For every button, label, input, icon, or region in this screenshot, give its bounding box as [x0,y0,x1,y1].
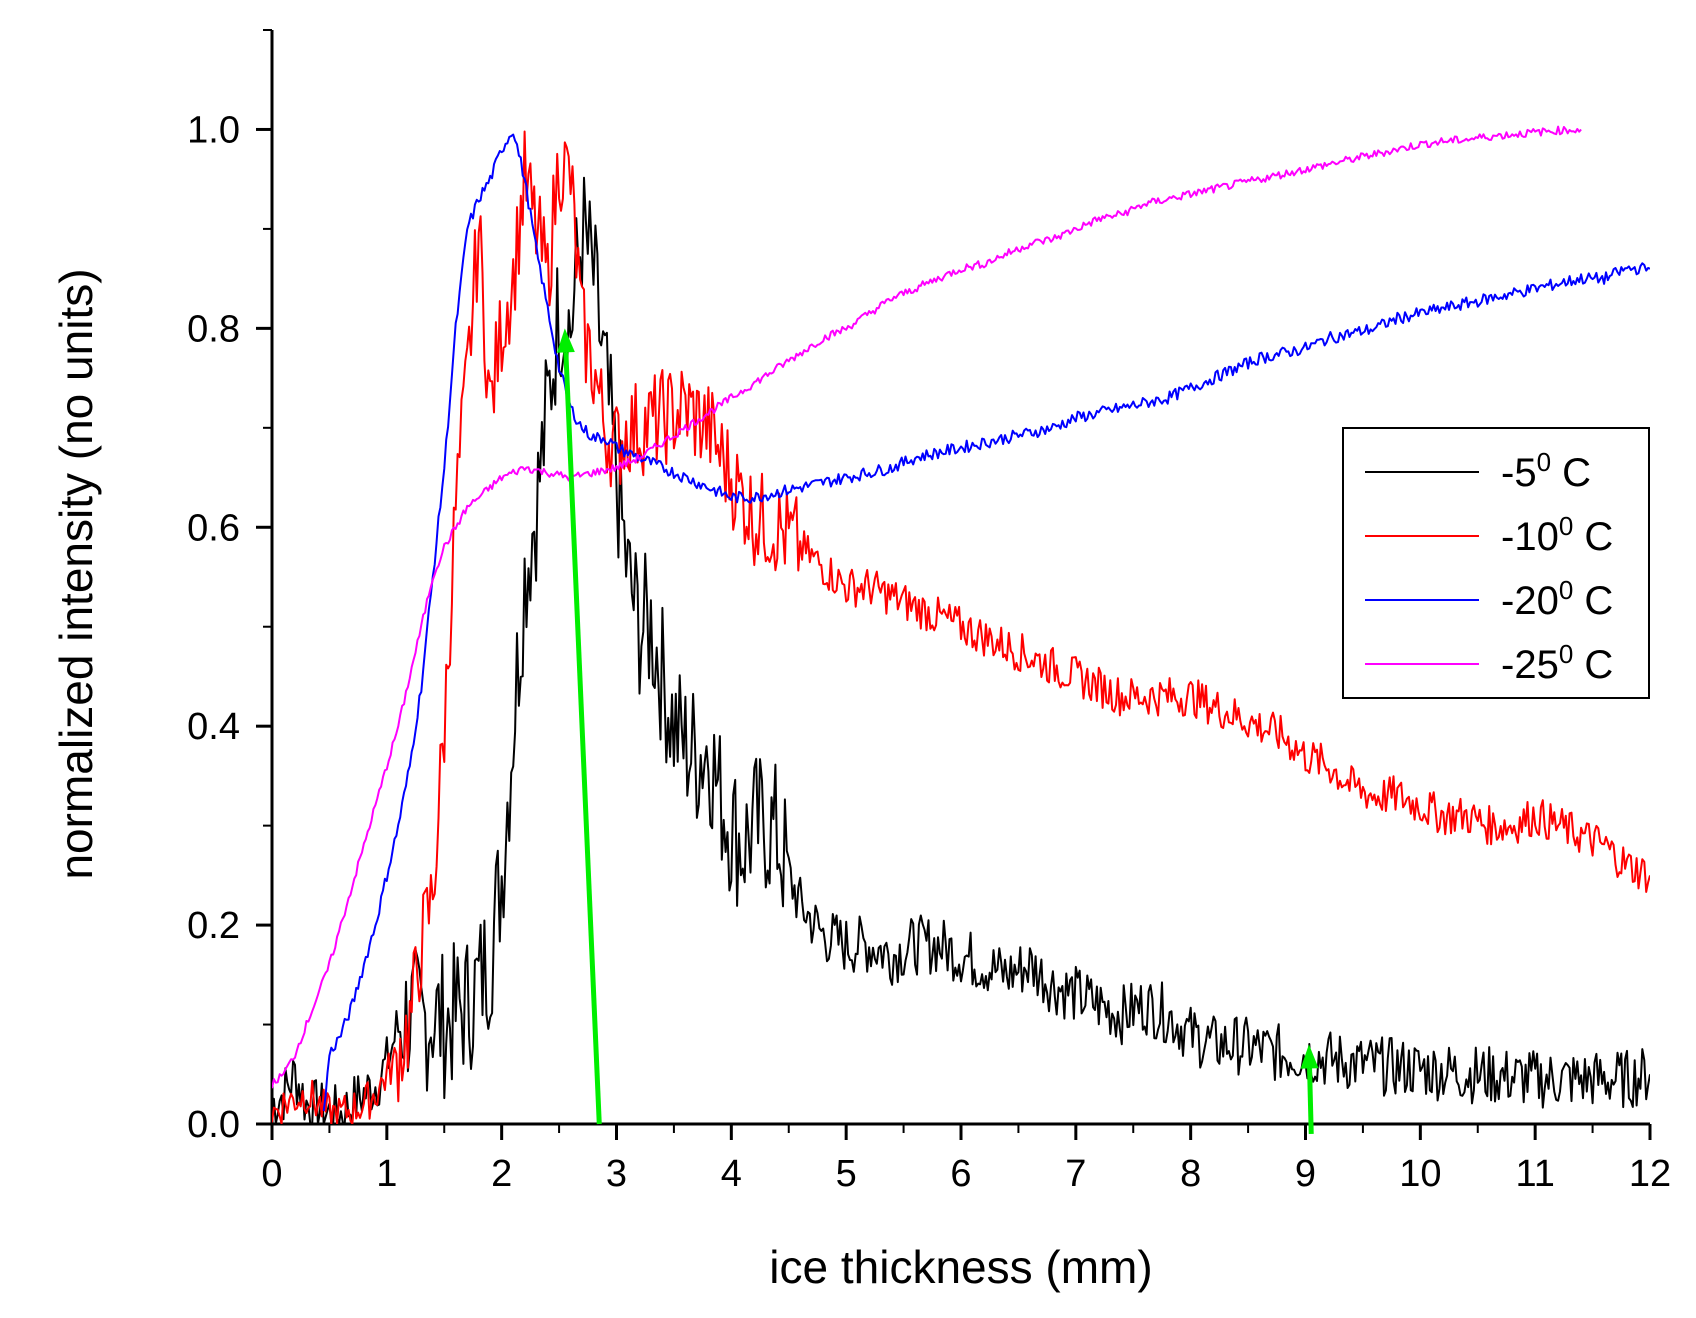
legend-label: -250 C [1501,639,1613,687]
legend-label: -100 C [1501,511,1613,559]
series-line-minus-5 [272,176,1650,1124]
annotation-layer [556,328,1319,1135]
annotation-arrow-head [556,328,575,353]
series-line-minus-10 [272,130,1650,1124]
x-tick-label: 1 [376,1153,397,1195]
y-tick-label: 1.0 [187,109,240,151]
x-tick-label: 6 [950,1153,971,1195]
x-tick-label: 0 [261,1153,282,1195]
legend-item: -200 C [1365,575,1613,623]
x-axis-label: ice thickness (mm) [769,1241,1152,1293]
y-tick-label: 0.8 [187,308,240,350]
x-tick-label: 3 [606,1153,627,1195]
legend: -50 C -100 C -200 C -250 C [1342,427,1650,699]
legend-items: -50 C -100 C -200 C -250 C [1365,447,1613,687]
series-layer [272,125,1650,1124]
y-tick-label: 0.6 [187,507,240,549]
x-tick-label: 8 [1180,1153,1201,1195]
legend-item: -250 C [1365,639,1613,687]
y-tick-label: 0.4 [187,706,240,748]
y-tick-label: 0.2 [187,905,240,947]
legend-item: -50 C [1365,447,1591,495]
x-tick-label: 7 [1065,1153,1086,1195]
x-tick-label: 4 [721,1153,742,1195]
legend-label: -200 C [1501,575,1613,623]
annotation-arrow-shaft [1307,1068,1314,1135]
annotation-arrow-shaft [563,352,602,1125]
x-axis-ticks: 0 1 2 3 4 5 6 7 8 9 10 11 12 [261,1124,1671,1195]
series-line-minus-20 [322,133,1650,1112]
series-line-minus-25 [272,125,1582,1089]
legend-label: -50 C [1501,447,1591,495]
y-axis-ticks: 0.0 0.2 0.4 0.6 0.8 1.0 [187,29,272,1146]
x-tick-label: 10 [1399,1153,1441,1195]
y-axis-label: normalized intensity (no units) [50,268,102,879]
x-tick-label: 12 [1629,1153,1671,1195]
x-tick-label: 5 [836,1153,857,1195]
x-tick-label: 2 [491,1153,512,1195]
legend-item: -100 C [1365,511,1613,559]
x-tick-label: 11 [1515,1153,1554,1195]
annotation-arrow [556,328,602,1125]
annotation-arrow-head [1300,1044,1319,1069]
y-tick-label: 0.0 [187,1104,240,1146]
x-tick-label: 9 [1295,1153,1316,1195]
annotation-arrow [1300,1044,1319,1135]
